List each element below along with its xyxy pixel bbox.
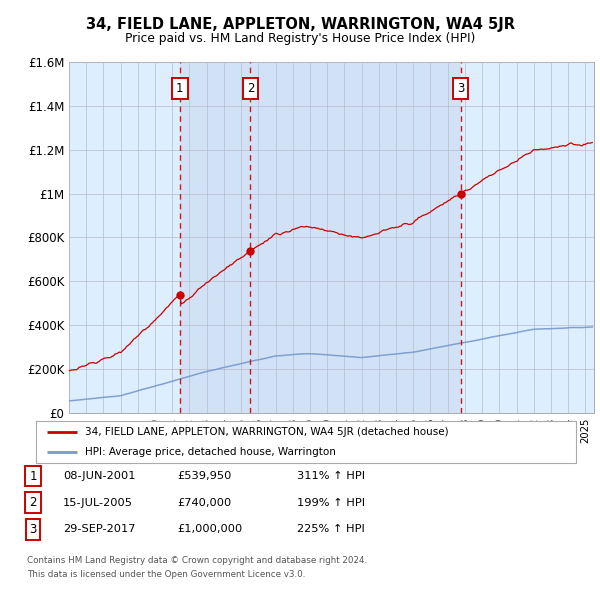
Text: HPI: Average price, detached house, Warrington: HPI: Average price, detached house, Warr… [85,447,335,457]
Text: 08-JUN-2001: 08-JUN-2001 [63,471,136,481]
Text: This data is licensed under the Open Government Licence v3.0.: This data is licensed under the Open Gov… [27,571,305,579]
Text: 1: 1 [29,470,37,483]
Text: 3: 3 [457,82,464,95]
Text: £1,000,000: £1,000,000 [177,525,242,534]
Text: 311% ↑ HPI: 311% ↑ HPI [297,471,365,481]
Text: 15-JUL-2005: 15-JUL-2005 [63,498,133,507]
Text: 34, FIELD LANE, APPLETON, WARRINGTON, WA4 5JR: 34, FIELD LANE, APPLETON, WARRINGTON, WA… [86,17,515,31]
Text: £539,950: £539,950 [177,471,232,481]
Text: 29-SEP-2017: 29-SEP-2017 [63,525,136,534]
Text: 34, FIELD LANE, APPLETON, WARRINGTON, WA4 5JR (detached house): 34, FIELD LANE, APPLETON, WARRINGTON, WA… [85,427,448,437]
Text: 225% ↑ HPI: 225% ↑ HPI [297,525,365,534]
Bar [180,62,250,413]
Bar [250,62,461,413]
Text: Contains HM Land Registry data © Crown copyright and database right 2024.: Contains HM Land Registry data © Crown c… [27,556,367,565]
Text: 2: 2 [29,496,37,509]
Text: 199% ↑ HPI: 199% ↑ HPI [297,498,365,507]
Text: £740,000: £740,000 [177,498,231,507]
Text: 1: 1 [176,82,184,95]
Text: 3: 3 [29,523,37,536]
Text: 2: 2 [247,82,254,95]
Text: Price paid vs. HM Land Registry's House Price Index (HPI): Price paid vs. HM Land Registry's House … [125,32,475,45]
